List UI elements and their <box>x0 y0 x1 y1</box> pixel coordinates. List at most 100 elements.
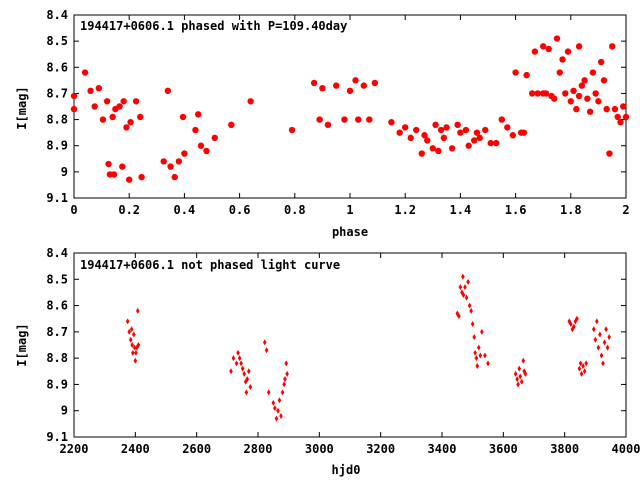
unphased-data-point <box>283 376 287 383</box>
phased-y-tick-label: 8.9 <box>46 139 68 153</box>
phased-data-point <box>211 134 218 142</box>
phased-data-point <box>171 173 178 181</box>
unphased-data-point <box>515 376 519 383</box>
unphased-data-point <box>523 370 528 377</box>
phased-data-point <box>164 87 172 95</box>
phased-x-tick-label: 0.6 <box>229 203 251 217</box>
phased-data-point <box>137 113 144 121</box>
unphased-data-point <box>516 381 520 388</box>
unphased-data-point <box>475 363 480 370</box>
phased-data-point <box>181 150 188 157</box>
phased-data-point <box>175 158 183 165</box>
unphased-data-point <box>135 307 140 314</box>
phased-data-point <box>443 124 450 131</box>
phased-data-point <box>192 126 199 134</box>
unphased-data-point <box>480 328 484 335</box>
unphased-y-axis-label: I[mag] <box>15 323 29 366</box>
unphased-data-point <box>592 326 596 333</box>
phased-x-tick-label: 1.6 <box>505 203 527 217</box>
unphased-data-point <box>578 360 583 367</box>
unphased-x-tick-label: 2400 <box>121 442 150 456</box>
phased-data-point <box>564 48 572 55</box>
phased-data-point <box>81 69 89 76</box>
phased-panel: 194417+0606.1 phased with P=109.40day ph… <box>15 8 630 239</box>
unphased-data-point <box>280 389 285 396</box>
unphased-data-point <box>242 370 246 377</box>
unphased-data-point <box>605 344 610 351</box>
unphased-data-point <box>248 384 253 391</box>
unphased-data-point <box>472 334 476 341</box>
phased-data-point <box>388 118 395 126</box>
phased-data-point <box>120 98 127 105</box>
phased-x-tick-label: 1.4 <box>450 203 472 217</box>
unphased-data-point <box>595 318 599 325</box>
phased-data-point <box>567 98 574 105</box>
unphased-data-point <box>125 318 130 325</box>
phased-data-point <box>437 126 445 134</box>
unphased-y-tick-label: 9 <box>61 404 68 418</box>
phased-data-point <box>418 150 425 157</box>
phased-data-point <box>99 116 107 123</box>
phased-data-point <box>429 145 436 152</box>
unphased-data-point <box>282 381 286 388</box>
unphased-data-point <box>460 289 464 296</box>
unphased-data-point <box>133 357 138 364</box>
phased-data-point <box>581 77 588 84</box>
unphased-data-point <box>461 292 466 299</box>
unphased-y-tick-label: 8.5 <box>46 272 68 286</box>
phased-data-point <box>545 45 552 53</box>
phased-chart-title: 194417+0606.1 phased with P=109.40day <box>80 19 347 33</box>
phased-data-point <box>105 160 112 168</box>
phased-data-point <box>553 35 561 42</box>
phased-data-point <box>127 118 134 126</box>
phased-data-point <box>195 111 202 118</box>
phased-data-point <box>498 116 505 123</box>
unphased-data-point <box>236 349 240 356</box>
phased-data-point <box>597 58 605 66</box>
unphased-x-tick-label: 2200 <box>60 442 89 456</box>
unphased-x-tick-label: 3200 <box>366 442 395 456</box>
unphased-data-point <box>513 370 518 377</box>
phased-data-point <box>592 90 599 97</box>
unphased-data-point <box>470 320 475 327</box>
unphased-data-point <box>599 352 604 359</box>
phased-x-axis-label: phase <box>332 225 368 239</box>
phased-data-point <box>132 98 140 105</box>
unphased-data-point <box>577 365 582 372</box>
phased-data-point <box>288 126 296 134</box>
unphased-y-tick-label: 8.4 <box>46 246 68 260</box>
unphased-data-point <box>245 376 250 383</box>
phased-data-point <box>471 137 478 144</box>
phased-data-point <box>575 92 583 100</box>
phased-data-point <box>573 105 580 113</box>
phased-data-point <box>531 48 539 55</box>
phased-x-tick-label: 1.8 <box>560 203 582 217</box>
unphased-data-point <box>130 342 135 348</box>
phased-y-tick-label: 8.5 <box>46 34 68 48</box>
phased-data-point <box>595 98 602 105</box>
phased-data-point <box>424 137 431 144</box>
phased-data-point <box>247 98 254 105</box>
phased-data-point <box>324 121 332 128</box>
phased-data-point <box>346 87 354 95</box>
phased-data-point <box>371 79 379 87</box>
unphased-data-point <box>262 339 267 346</box>
unphased-data-point <box>474 355 479 362</box>
phased-data-point <box>352 77 359 84</box>
phased-data-point <box>457 129 464 136</box>
unphased-x-axis-label: hjd0 <box>332 463 361 477</box>
unphased-data-point <box>601 360 605 367</box>
phased-data-point <box>589 69 597 76</box>
unphased-data-point <box>244 389 249 396</box>
unphased-x-tick-label: 2800 <box>244 442 273 456</box>
phased-data-point <box>534 90 541 97</box>
unphased-data-point <box>464 294 469 301</box>
unphased-data-point <box>229 368 233 375</box>
phased-data-point <box>559 56 566 63</box>
phased-y-axis-label: I[mag] <box>15 86 29 129</box>
phased-data-point <box>614 113 621 121</box>
phased-data-point <box>179 113 187 121</box>
unphased-data-point <box>277 397 282 404</box>
